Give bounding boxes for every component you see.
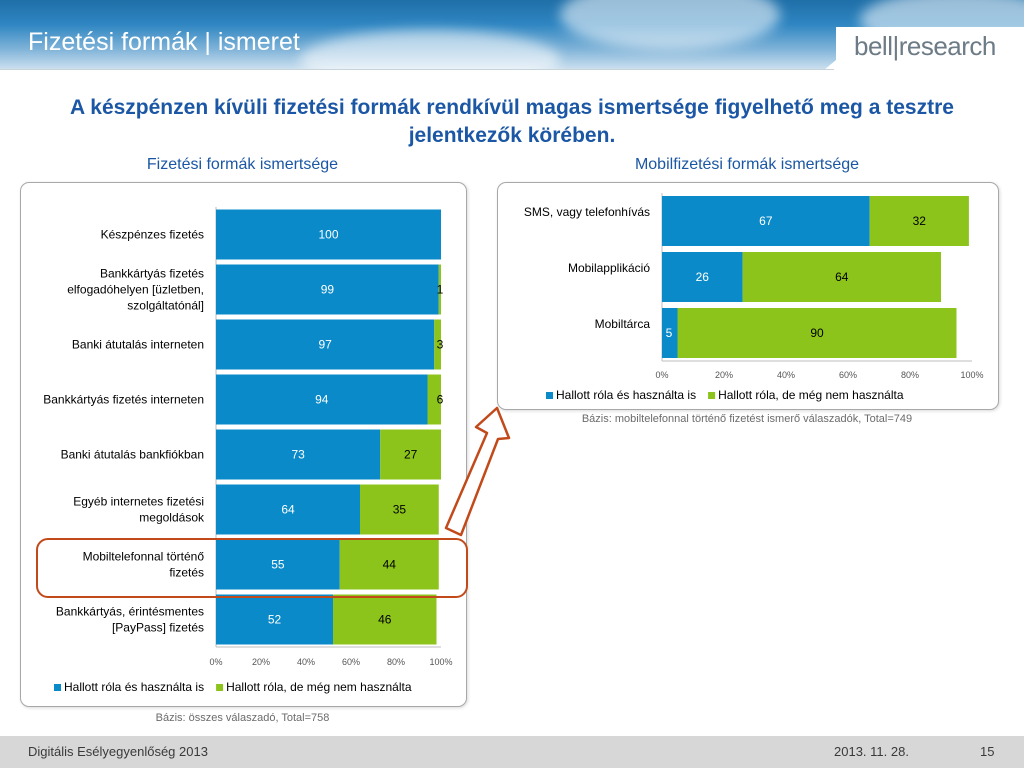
- logo-box: bell|research: [824, 27, 1024, 70]
- data-label: 67: [759, 214, 773, 228]
- category-label: elfogadóhelyen [üzletben,: [67, 283, 204, 297]
- bar-heard-not-used: [333, 594, 437, 645]
- x-tick-label: 0%: [209, 657, 222, 667]
- x-tick-label: 80%: [901, 370, 919, 380]
- category-label: megoldások: [139, 511, 205, 525]
- left-chart-title: Fizetési formák ismertsége: [146, 156, 339, 173]
- data-label: 27: [404, 448, 418, 462]
- legend-swatch: [546, 392, 553, 399]
- category-label: Mobiltelefonnal történő: [83, 550, 205, 564]
- data-label: 3: [437, 338, 444, 352]
- arrow-icon: [444, 406, 511, 537]
- data-label: 5: [666, 326, 673, 340]
- data-label: 1: [437, 283, 444, 297]
- right-chart: 67 32 SMS, vagy telefonhívás 26 64 Mobilappli…: [524, 193, 984, 402]
- category-label: fizetés: [169, 566, 204, 580]
- category-label: Bankkártyás fizetés interneten: [43, 393, 204, 407]
- bar-heard-and-used: [216, 319, 435, 370]
- right-chart-title: Mobilfizetési formák ismertsége: [634, 156, 860, 173]
- x-tick-label: 20%: [252, 657, 270, 667]
- bar-heard-not-used: [742, 252, 941, 302]
- header-divider: [0, 69, 834, 70]
- footer-title: Digitális Esélyegyenlőség 2013: [28, 744, 208, 759]
- category-label: Mobilapplikáció: [568, 261, 650, 275]
- bar-heard-not-used: [438, 264, 441, 315]
- bar-heard-not-used: [677, 308, 957, 358]
- data-label: 26: [696, 270, 710, 284]
- legend-label: Hallott róla, de még nem használta: [718, 388, 904, 402]
- bar-heard-not-used: [360, 484, 439, 535]
- legend-swatch: [708, 392, 716, 399]
- category-label: Egyéb internetes fizetési: [73, 495, 204, 509]
- data-label: 97: [318, 338, 332, 352]
- bar-heard-and-used: [662, 196, 870, 246]
- x-tick-label: 60%: [839, 370, 857, 380]
- legend-label: Hallott róla és használta is: [64, 680, 204, 694]
- bar-heard-and-used: [216, 539, 340, 590]
- x-tick-label: 80%: [387, 657, 405, 667]
- data-label: 73: [291, 448, 305, 462]
- x-tick-label: 100%: [429, 657, 452, 667]
- left-chart: 100 Készpénzes fizetés 99 1 Bankkártyás fize…: [43, 207, 453, 694]
- data-label: 46: [378, 613, 392, 627]
- data-label: 35: [393, 503, 407, 517]
- category-label: szolgáltatónál]: [127, 299, 204, 313]
- slide-title: Fizetési formák | ismeret: [28, 28, 300, 56]
- page-number: 15: [980, 744, 995, 759]
- x-tick-label: 40%: [777, 370, 795, 380]
- cloud-decoration: [300, 30, 560, 70]
- bar-heard-and-used: [216, 429, 381, 480]
- bar-heard-not-used: [339, 539, 439, 590]
- data-label: 52: [268, 613, 282, 627]
- bar-heard-and-used: [216, 484, 360, 535]
- category-label: Mobiltárca: [595, 317, 651, 331]
- header-banner: Fizetési formák | ismeret bell|research: [0, 0, 1024, 70]
- data-label: 100: [318, 228, 338, 242]
- x-tick-label: 60%: [342, 657, 360, 667]
- data-label: 90: [810, 326, 824, 340]
- bar-heard-and-used: [662, 252, 743, 302]
- footer-date: 2013. 11. 28.: [834, 744, 909, 759]
- x-tick-label: 0%: [655, 370, 668, 380]
- data-label: 94: [315, 393, 329, 407]
- data-label: 64: [281, 503, 295, 517]
- legend-swatch: [216, 684, 224, 691]
- category-label: Bankkártyás fizetés: [100, 267, 204, 281]
- right-base-note: Bázis: mobiltelefonnal történő fizetést …: [581, 413, 913, 425]
- bar-heard-and-used: [662, 308, 678, 358]
- data-label: 44: [383, 558, 397, 572]
- data-label: 64: [835, 270, 849, 284]
- bar-heard-not-used: [434, 319, 441, 370]
- highlight-mobile-payment: [36, 538, 468, 598]
- x-tick-label: 20%: [715, 370, 733, 380]
- legend-label: Hallott róla, de még nem használta: [226, 680, 412, 694]
- x-tick-label: 40%: [297, 657, 315, 667]
- bar-heard-and-used: [216, 374, 428, 425]
- bar-heard-and-used: [216, 264, 439, 315]
- category-label: [PayPass] fizetés: [112, 621, 204, 635]
- legend-label: Hallott róla és használta is: [556, 388, 696, 402]
- data-label: 99: [321, 283, 335, 297]
- data-label: 32: [913, 214, 927, 228]
- left-base-note: Bázis: összes válaszadó, Total=758: [155, 712, 330, 724]
- category-label: Banki átutalás interneten: [72, 338, 204, 352]
- category-label: Készpénzes fizetés: [101, 228, 204, 242]
- category-label: Bankkártyás, érintésmentes: [56, 605, 204, 619]
- bar-heard-not-used: [869, 196, 969, 246]
- bar-heard-and-used: [216, 209, 441, 260]
- bar-heard-and-used: [216, 594, 333, 645]
- legend-swatch: [54, 684, 61, 691]
- bar-heard-not-used: [427, 374, 441, 425]
- x-tick-label: 100%: [960, 370, 983, 380]
- bar-heard-not-used: [380, 429, 441, 480]
- data-label: 55: [271, 558, 285, 572]
- category-label: SMS, vagy telefonhívás: [524, 205, 650, 219]
- category-label: Banki átutalás bankfiókban: [61, 448, 204, 462]
- headline: A készpénzen kívüli fizetési formák rend…: [70, 96, 954, 147]
- company-logo: bell|research: [854, 31, 996, 61]
- data-label: 6: [437, 393, 444, 407]
- footer: Digitális Esélyegyenlőség 2013 2013. 11.…: [0, 736, 1024, 768]
